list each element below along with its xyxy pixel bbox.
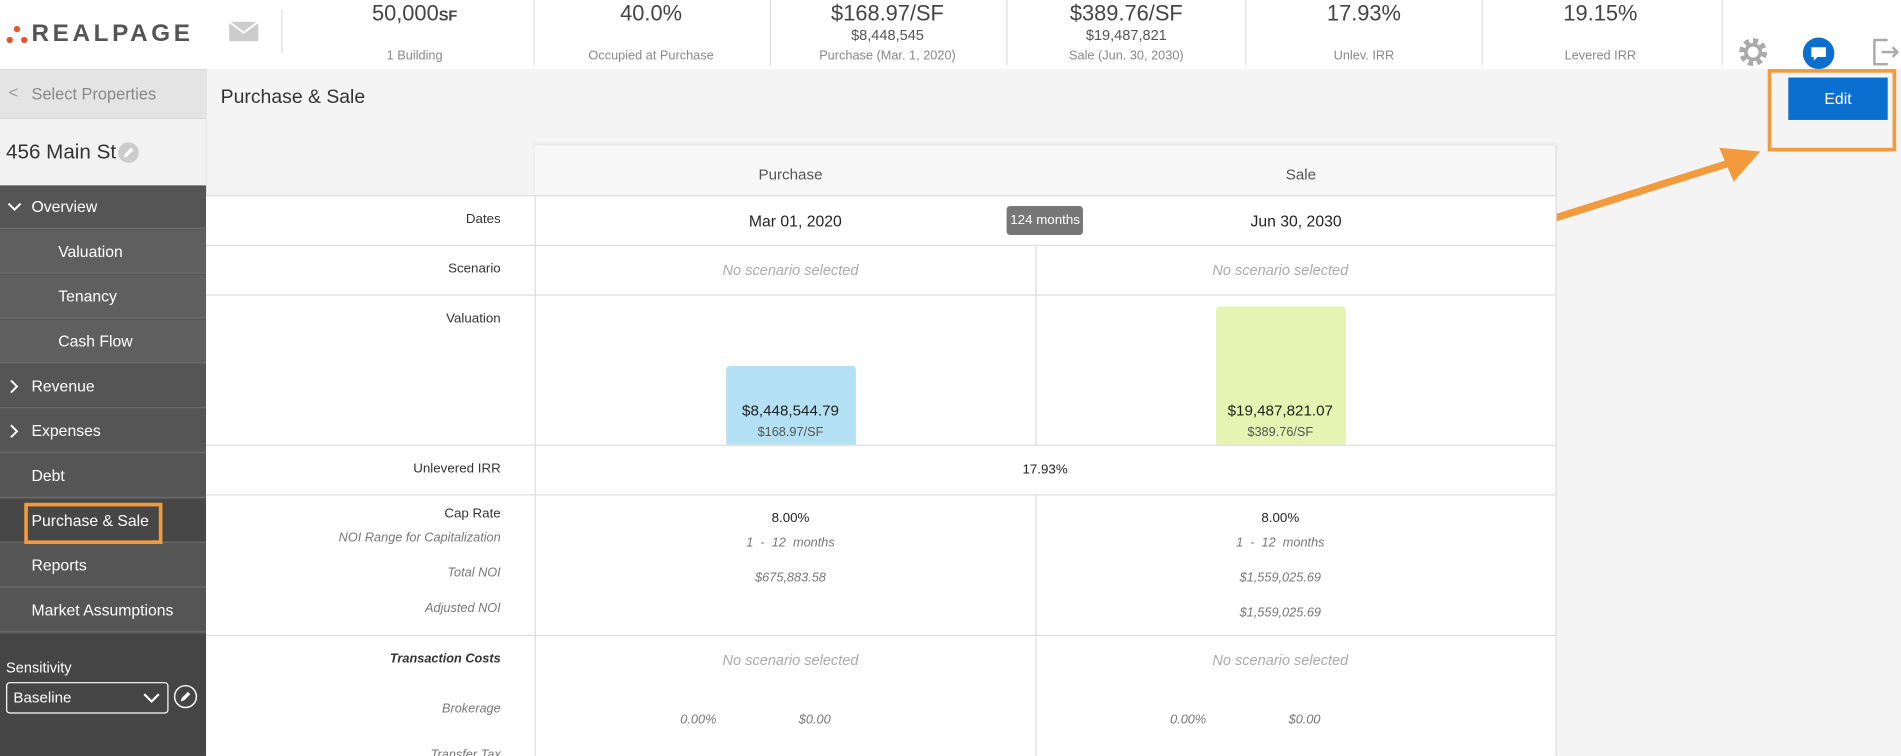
logo: REALPAGE bbox=[31, 20, 194, 48]
row-label: Unlevered IRR bbox=[413, 461, 501, 477]
edit-property-icon[interactable] bbox=[118, 142, 140, 164]
row-label: Dates bbox=[465, 212, 501, 227]
purchase-total-noi: $675,883.58 bbox=[755, 570, 826, 586]
edit-button[interactable]: Edit bbox=[1788, 77, 1888, 120]
logo-mark bbox=[6, 25, 28, 44]
row-label: Adjusted NOI bbox=[425, 600, 501, 616]
row-label: Brokerage bbox=[441, 701, 501, 716]
sale-adjusted-noi: $1,559,025.69 bbox=[1239, 605, 1322, 621]
highlight-box bbox=[1767, 69, 1897, 152]
sale-transaction: No scenario selected bbox=[1212, 651, 1349, 669]
sale-total-noi: $1,559,025.69 bbox=[1239, 570, 1322, 586]
nav-item[interactable]: Revenue bbox=[0, 365, 207, 409]
row-label: Valuation bbox=[446, 311, 501, 326]
purchase-amount: $8,448,544.79 bbox=[742, 402, 839, 420]
stat-value: 19.15% bbox=[1563, 1, 1638, 26]
nav-item[interactable]: Tenancy bbox=[0, 275, 207, 319]
sale-bar bbox=[1216, 306, 1346, 445]
table-body bbox=[206, 195, 1556, 756]
stat-label: 1 Building bbox=[386, 48, 443, 63]
nav-item[interactable]: Reports bbox=[0, 544, 207, 588]
highlight-box bbox=[24, 502, 163, 544]
nav-item[interactable]: Debt bbox=[0, 454, 207, 498]
sale-scenario: No scenario selected bbox=[1212, 261, 1349, 279]
purchase-bar bbox=[726, 365, 856, 445]
purchase-scenario: No scenario selected bbox=[722, 261, 859, 279]
stat-label: Unlev. IRR bbox=[1333, 48, 1395, 63]
logout-icon[interactable] bbox=[1871, 36, 1901, 67]
row-label: Scenario bbox=[448, 261, 501, 277]
nav-item[interactable]: Market Assumptions bbox=[0, 589, 207, 633]
stat-label: Sale (Jun. 30, 2030) bbox=[1068, 48, 1184, 63]
unlevered-irr: 17.93% bbox=[1022, 462, 1068, 478]
nav-item[interactable]: Cash Flow bbox=[0, 319, 207, 364]
stat-sub: $8,448,545 bbox=[851, 26, 924, 44]
row-label: Total NOI bbox=[447, 565, 501, 581]
stat-label: Levered IRR bbox=[1564, 48, 1637, 63]
duration-badge: 124 months bbox=[1006, 205, 1084, 236]
stat-value: $389.76/SF bbox=[1069, 1, 1183, 26]
row-label: Transaction Costs bbox=[389, 651, 501, 667]
sidebar: < Select Properties 456 Main St Overview… bbox=[0, 69, 207, 756]
stat-label: Purchase (Mar. 1, 2020) bbox=[819, 48, 956, 63]
mail-icon[interactable] bbox=[228, 21, 260, 43]
property-header: 456 Main St bbox=[0, 118, 207, 186]
nav-item[interactable]: Overview bbox=[0, 185, 207, 229]
row-label: NOI Range for Capitalization bbox=[338, 530, 501, 546]
sale-brokerage-rate: 0.00% bbox=[1170, 712, 1207, 727]
sensitivity-select[interactable]: Baseline bbox=[6, 682, 169, 714]
chat-icon[interactable] bbox=[1802, 36, 1836, 70]
table-header bbox=[534, 145, 1556, 196]
sale-noi-range: 1 - 12 months bbox=[1236, 535, 1325, 551]
column-header: Sale bbox=[1285, 165, 1317, 183]
stat-label: Occupied at Purchase bbox=[588, 48, 714, 63]
row-label: Cap Rate bbox=[444, 506, 501, 521]
sale-brokerage-amount: $0.00 bbox=[1288, 712, 1321, 727]
sale-per-sf: $389.76/SF bbox=[1247, 425, 1314, 440]
nav-item-active[interactable]: Purchase & Sale bbox=[0, 499, 207, 544]
back-link[interactable]: < Select Properties bbox=[0, 69, 207, 119]
top-bar: REALPAGE 50,000SF 1 Building 40.0% Occup… bbox=[0, 0, 1901, 70]
nav-item[interactable]: Valuation bbox=[0, 230, 207, 274]
stat-value: 40.0% bbox=[620, 1, 683, 26]
stat-value: $168.97/SF bbox=[831, 1, 944, 26]
row-label: Transfer Tax bbox=[430, 747, 501, 756]
purchase-date: Mar 01, 2020 bbox=[748, 212, 842, 231]
sale-amount: $19,487,821.07 bbox=[1227, 402, 1333, 420]
stat-value: 17.93% bbox=[1326, 1, 1401, 26]
column-header: Purchase bbox=[758, 165, 823, 183]
purchase-noi-range: 1 - 12 months bbox=[746, 535, 835, 551]
stat-value: 50,000SF bbox=[371, 1, 458, 26]
nav-item[interactable]: Expenses bbox=[0, 409, 207, 454]
purchase-brokerage-amount: $0.00 bbox=[798, 712, 831, 727]
purchase-per-sf: $168.97/SF bbox=[757, 425, 824, 440]
purchase-transaction: No scenario selected bbox=[722, 651, 859, 669]
page-title: Purchase & Sale bbox=[220, 87, 366, 108]
settings-icon[interactable] bbox=[1736, 35, 1770, 69]
sensitivity-panel: Sensitivity Baseline bbox=[0, 633, 207, 756]
purchase-brokerage-rate: 0.00% bbox=[680, 712, 717, 727]
stat-sub: $19,487,821 bbox=[1085, 26, 1167, 44]
sale-cap-rate: 8.00% bbox=[1261, 511, 1300, 526]
sale-date: Jun 30, 2030 bbox=[1250, 212, 1342, 231]
edit-sensitivity-icon[interactable] bbox=[173, 684, 198, 709]
purchase-cap-rate: 8.00% bbox=[771, 511, 810, 526]
